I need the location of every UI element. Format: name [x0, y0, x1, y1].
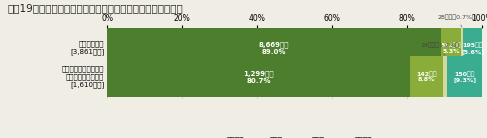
Bar	[443, 56, 447, 97]
Bar	[464, 27, 482, 69]
Bar	[107, 27, 441, 69]
Text: 150千戸
[9.3%]: 150千戸 [9.3%]	[453, 71, 476, 82]
Text: 8,669千戸
89.0%: 8,669千戸 89.0%	[259, 41, 289, 55]
Bar	[107, 56, 410, 97]
Text: 28千戸（0.7%）: 28千戸（0.7%）	[437, 14, 476, 27]
Text: 19千戸（1.2%）: 19千戸（1.2%）	[420, 43, 459, 56]
Text: 1,299千戸
80.7%: 1,299千戸 80.7%	[243, 70, 274, 83]
Text: 平成19年度　道路に面する地域における環境基準の達成状況: 平成19年度 道路に面する地域における環境基準の達成状況	[7, 3, 183, 13]
Bar	[447, 56, 482, 97]
Bar	[461, 27, 464, 69]
Text: 142千戸
8.8%: 142千戸 8.8%	[416, 71, 436, 82]
Text: 195千戸
[5.6%]: 195千戸 [5.6%]	[461, 42, 484, 54]
Text: 511千戸
5.3%: 511千戸 5.3%	[441, 42, 461, 54]
Bar	[410, 56, 443, 97]
Bar	[441, 27, 461, 69]
Legend: 昼夜とも
基準値以下, 昼のみ
基準値以下, 夜のみ
基準値以下, 昼夜とも
基準値超過: 昼夜とも 基準値以下, 昼のみ 基準値以下, 夜のみ 基準値以下, 昼夜とも 基…	[210, 133, 379, 138]
